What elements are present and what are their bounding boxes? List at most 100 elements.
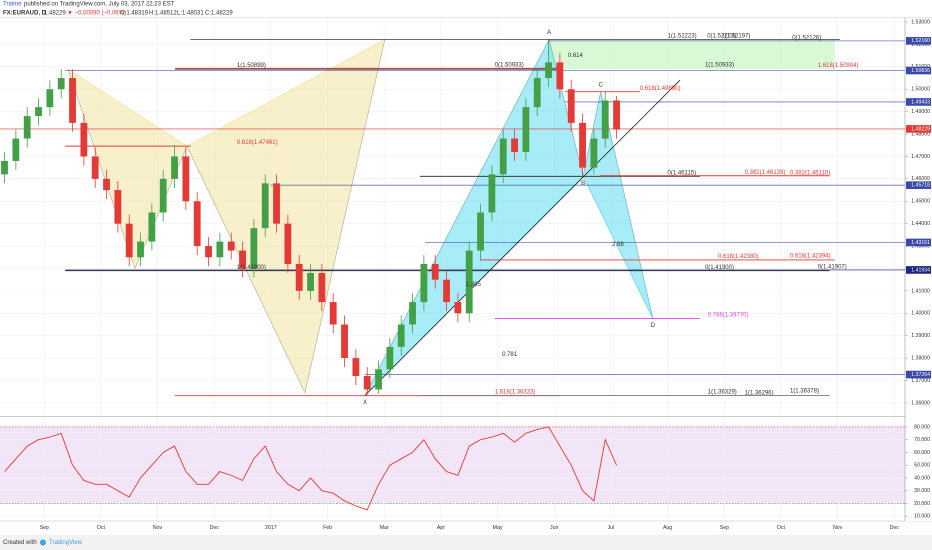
pattern-label: C [599,82,604,88]
x-tick-label: Sep [40,525,49,531]
candle-body [239,250,246,269]
candle-body [556,62,564,90]
y-tick-label: 1.47000 [911,154,930,160]
footer-created: Created with [3,540,37,546]
candle-body [216,241,224,258]
x-tick-label: Dec [890,525,900,531]
candle-body [46,89,54,108]
price-label-box [906,66,931,75]
candle-body [522,107,530,152]
pattern-label: B [581,181,585,187]
zone [547,39,835,70]
candle-body [431,263,439,280]
y-tick-label: 1.48000 [911,131,930,137]
candle-body [182,156,190,202]
candle-body [193,201,201,247]
y-tick-label: 1.43000 [911,243,930,249]
author[interactable]: Traime [3,2,22,8]
annotation: 0.786(1.39770) [708,313,749,319]
y-tick-label: 1.38000 [911,355,930,361]
candle-body [567,89,575,123]
pattern-label: A [547,30,551,36]
candle-body [545,62,552,79]
y-tick-label: 80.000 [914,424,930,430]
candle-body [352,358,360,377]
annotation: 0.618(1.47461) [237,140,278,146]
candle-body [511,138,518,152]
candle-body [443,279,450,303]
candle-body [375,369,382,390]
annotation: 1(1.52197) [721,34,750,40]
annotation: 0(1.46115) [668,170,697,176]
annotation: 0(1.41907) [818,265,847,271]
x-tick-label: Aug [663,525,672,531]
y-tick-label: 1.50000 [911,87,930,93]
annotation: 0.382(1.46139) [745,170,786,176]
price-label-box [906,266,931,274]
candle-body [148,212,156,242]
price-label-box [906,370,931,379]
candle-body [465,250,473,314]
x-tick-label: Feb [323,525,332,531]
price-label-box [906,238,931,247]
candle-body [1,160,8,175]
price-label: 1.43161 [911,240,930,246]
candle-body [477,212,484,251]
pattern-label: D [651,323,656,329]
candle-body [318,272,326,303]
annotation: 1(1.36296) [745,390,774,396]
candle-body [69,78,76,123]
annotation: 1.385 [466,282,482,288]
candle-body [57,78,65,90]
candle-body [601,100,609,139]
annotation: 1(1.50899) [237,63,266,69]
x-tick-label: Oct [97,525,106,531]
footer-brand[interactable]: TradingView [49,540,83,546]
price-label: 1.37264 [911,372,930,378]
y-tick-label: 1.40000 [911,311,930,317]
candle-body [159,178,167,213]
candle-body [12,138,20,161]
candle-body [284,223,292,264]
price-label: 1.48229 [911,126,930,132]
y-tick-label: 50.000 [914,463,930,469]
candle-body [35,107,42,117]
price-label: 1.49433 [911,99,930,105]
logo [40,539,46,546]
candle-body [499,138,507,175]
candle-body [307,272,314,291]
y-tick-label: 1.45000 [911,199,930,205]
price-label-box [906,181,931,189]
x-tick-label: Nov [833,525,843,531]
annotation: 0.618(1.42394) [790,254,831,260]
high: H:1.48512 [149,11,177,17]
published: published on TradingView.com, July 03, 2… [24,2,175,8]
candle-body [579,122,586,168]
annotation: 0(1.41900) [705,265,734,271]
candle-body [613,100,620,130]
symbol: FX:EURAUD, D [3,11,47,17]
axes: 80.000 70.000 60.000 50.000 40.000 30.000 20.0… [904,18,932,521]
y-tick-label: 1.52000 [911,42,930,48]
annotation: 1(1.50933) [705,62,734,68]
candle-body [23,116,31,139]
candle-body [341,324,348,359]
price-label: 1.41934 [911,267,930,273]
annotation: 1.618(1.50904) [818,63,859,69]
annotation: 1(1.52223) [668,34,697,40]
annotation: 0.382(1.46110) [790,170,830,176]
annotation: 0.618(1.49890) [640,86,681,92]
x-tick-label: Nov [153,525,163,531]
footer-bar [0,535,932,550]
candle-body [488,174,496,213]
annotation: 1.618(1.36323) [495,390,536,396]
candle-body [363,376,371,390]
candle-body [250,228,258,269]
y-tick-label: 60.000 [914,450,930,456]
open: O:1.48319 [120,11,149,17]
x-tick-label: May [493,525,503,531]
x-tick-label: 2017 [265,525,277,531]
price-label: 1.45718 [911,183,930,189]
